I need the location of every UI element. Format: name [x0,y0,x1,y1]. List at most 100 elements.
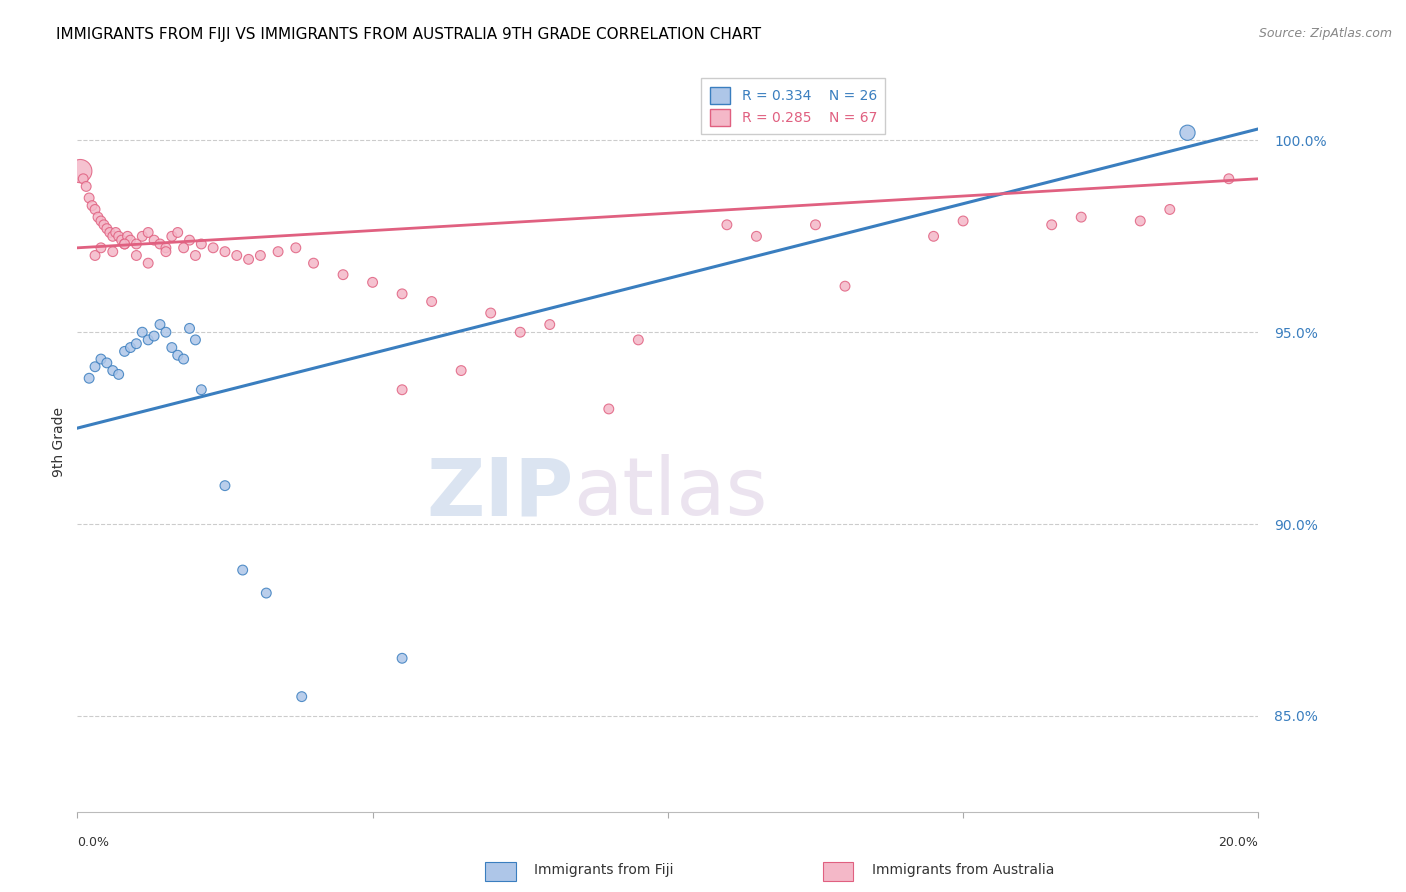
Point [745,229,768,244]
Point [166,348,188,362]
Point [922,229,945,244]
Point [598,401,620,416]
Point [627,333,650,347]
Point [107,368,129,382]
Point [114,344,136,359]
Point [952,214,974,228]
Point [391,651,413,665]
Point [143,329,166,343]
Point [1129,214,1152,228]
Text: Source: ZipAtlas.com: Source: ZipAtlas.com [1258,27,1392,40]
Point [75,179,97,194]
Point [82,199,104,213]
Text: Immigrants from Australia: Immigrants from Australia [872,863,1054,877]
Point [96,221,118,235]
Point [90,214,112,228]
Point [120,233,142,247]
Point [136,333,159,347]
Point [214,478,236,492]
Point [125,336,148,351]
Point [190,237,212,252]
Point [84,202,107,217]
Point [160,341,183,355]
Point [155,244,177,259]
Point [136,256,159,270]
Point [166,226,188,240]
Point [101,229,124,244]
Point [1218,171,1240,186]
Point [302,256,325,270]
Point [538,318,561,332]
Point [90,241,112,255]
Point [391,286,413,301]
Point [179,233,201,247]
Point [93,218,115,232]
Point [804,218,827,232]
Point [479,306,502,320]
Point [120,341,142,355]
Point [190,383,212,397]
Point [77,371,100,385]
Point [98,226,121,240]
Point [77,191,100,205]
Point [450,363,472,377]
Point [131,325,153,339]
Point [114,237,136,252]
Point [155,325,177,339]
Point [254,586,277,600]
Point [238,252,260,267]
Point [125,237,148,252]
Text: 0.0%: 0.0% [77,837,110,849]
Point [716,218,738,232]
Point [143,233,166,247]
Point [184,333,207,347]
Point [179,321,201,335]
Point [101,363,124,377]
Point [1159,202,1181,217]
Point [1070,210,1092,224]
Text: IMMIGRANTS FROM FIJI VS IMMIGRANTS FROM AUSTRALIA 9TH GRADE CORRELATION CHART: IMMIGRANTS FROM FIJI VS IMMIGRANTS FROM … [56,27,762,42]
Point [149,318,172,332]
Point [155,241,177,255]
Point [1040,218,1063,232]
Point [332,268,354,282]
Point [96,356,118,370]
Point [391,383,413,397]
Point [125,248,148,262]
Point [173,241,195,255]
Point [131,229,153,244]
Text: 20.0%: 20.0% [1219,837,1258,849]
Y-axis label: 9th Grade: 9th Grade [52,407,66,476]
Point [90,352,112,367]
Point [291,690,314,704]
Point [361,276,384,290]
Point [84,359,107,374]
Point [69,164,91,178]
Legend: R = 0.334    N = 26, R = 0.285    N = 67: R = 0.334 N = 26, R = 0.285 N = 67 [702,78,886,135]
Point [232,563,254,577]
Text: Immigrants from Fiji: Immigrants from Fiji [534,863,673,877]
Point [87,210,110,224]
Point [114,237,136,252]
Point [420,294,443,309]
Point [284,241,307,255]
Point [160,229,183,244]
Point [249,248,271,262]
Text: ZIP: ZIP [426,454,574,533]
Point [136,226,159,240]
Point [1177,126,1199,140]
Point [111,233,132,247]
Point [173,352,195,367]
Point [225,248,247,262]
Point [84,248,107,262]
Point [107,229,129,244]
Text: atlas: atlas [574,454,768,533]
Point [104,226,127,240]
Point [509,325,531,339]
Point [202,241,225,255]
Point [117,229,139,244]
Point [834,279,856,293]
Point [214,244,236,259]
Point [101,244,124,259]
Point [72,171,94,186]
